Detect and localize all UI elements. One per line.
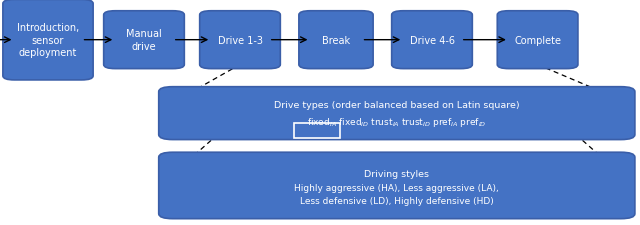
Text: Manual
drive: Manual drive [126,29,162,52]
FancyBboxPatch shape [104,12,184,69]
FancyBboxPatch shape [200,12,280,69]
FancyBboxPatch shape [497,12,578,69]
Text: fixed$_{IA}$ fixed$_{ID}$ trust$_{IA}$ trust$_{ID}$ pref$_{IA}$ pref$_{ID}$: fixed$_{IA}$ fixed$_{ID}$ trust$_{IA}$ t… [307,116,486,129]
Text: Drive 1-3: Drive 1-3 [218,36,262,45]
Text: Less defensive (LD), Highly defensive (HD): Less defensive (LD), Highly defensive (H… [300,196,493,205]
FancyBboxPatch shape [3,0,93,81]
Text: Drive 4-6: Drive 4-6 [410,36,454,45]
Text: Drive types (order balanced based on Latin square): Drive types (order balanced based on Lat… [274,101,520,110]
FancyBboxPatch shape [159,87,635,140]
Text: Break: Break [322,36,350,45]
FancyBboxPatch shape [299,12,373,69]
FancyBboxPatch shape [159,153,635,219]
Text: Highly aggressive (HA), Less aggressive (LA),: Highly aggressive (HA), Less aggressive … [294,183,499,192]
Text: Introduction,
sensor
deployment: Introduction, sensor deployment [17,23,79,58]
FancyBboxPatch shape [392,12,472,69]
Text: Driving styles: Driving styles [364,169,429,178]
Text: Complete: Complete [514,36,561,45]
